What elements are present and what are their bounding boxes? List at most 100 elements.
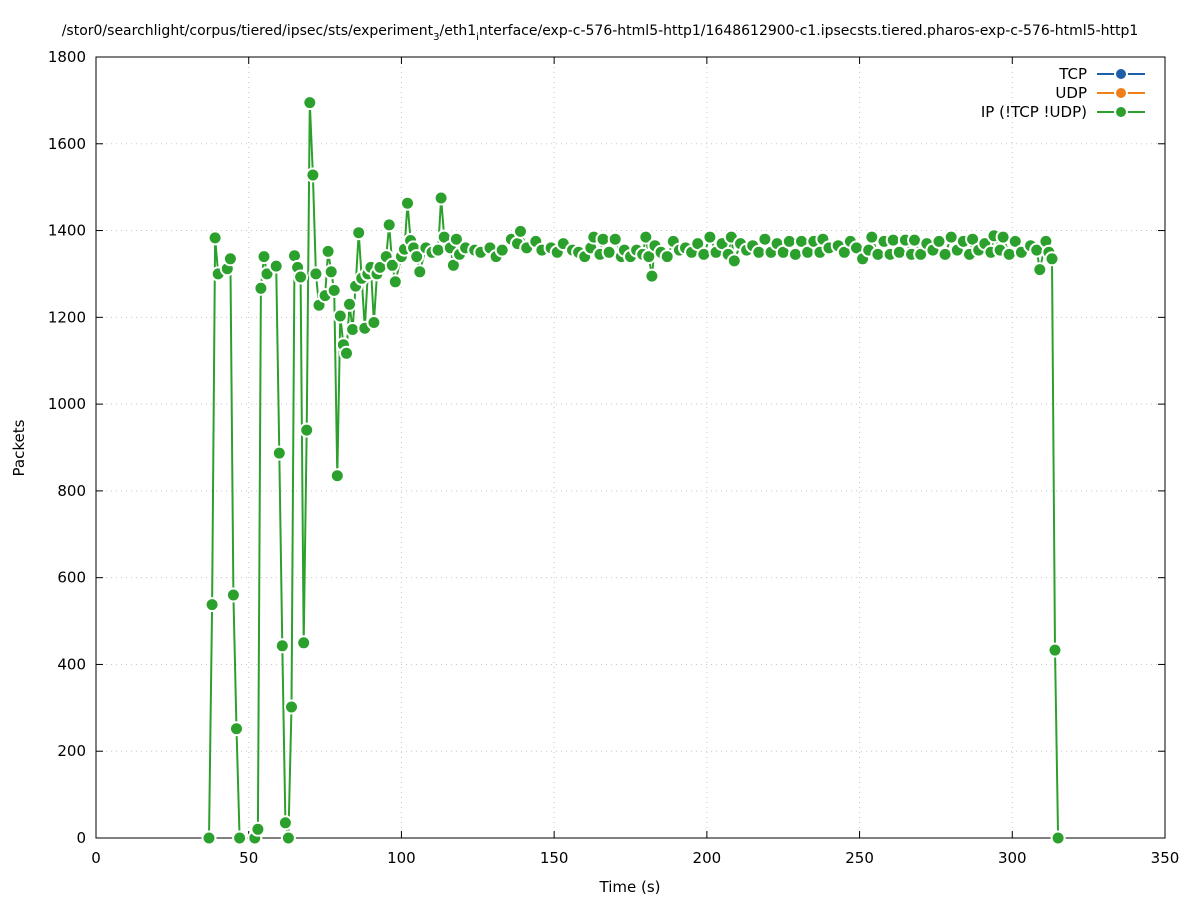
data-point [702,229,718,245]
data-point [308,266,324,282]
y-tick-label: 1200 [48,308,86,326]
data-point [781,233,797,249]
data-point [907,232,922,248]
data-point [204,597,220,613]
data-point [271,445,287,461]
title-subscript: 3 [433,32,439,43]
y-tick-label: 800 [57,482,86,500]
data-point [757,231,773,247]
data-point [222,251,238,267]
data-point [345,322,361,337]
data-point [366,315,382,330]
data-point [274,638,290,654]
data-point [1032,262,1048,278]
y-tick-label: 1600 [48,135,86,153]
x-tick-label: 100 [387,849,416,867]
x-tick-label: 200 [693,849,722,867]
x-tick-label: 150 [540,849,569,867]
data-point [870,246,886,262]
data-point [293,269,309,285]
data-point [696,246,712,262]
data-point [229,721,244,737]
y-tick-label: 400 [57,655,86,673]
data-point [995,229,1011,245]
y-tick-label: 600 [57,569,86,587]
y-tick-label: 1400 [48,222,86,240]
data-point [326,282,342,298]
y-tick-label: 1000 [48,395,86,413]
x-tick-label: 350 [1151,849,1180,867]
data-point [299,422,315,438]
data-point [339,345,354,361]
x-tick-label: 250 [845,849,874,867]
data-point [323,264,339,280]
data-point [1047,642,1063,658]
data-point [659,249,675,265]
data-point [280,830,296,846]
data-point [400,195,415,211]
data-point [302,95,318,111]
data-point [937,246,953,262]
data-point [787,246,803,262]
data-point [268,258,284,274]
data-point [277,815,293,831]
data-point [1050,830,1066,846]
data-point [284,699,299,715]
data-point [891,244,907,260]
x-tick-label: 300 [998,849,1027,867]
chart-title: /stor0/searchlight/corpus/tiered/ipsec/s… [62,23,1139,43]
data-point [225,587,241,603]
data-point [430,242,446,258]
data-point [296,635,312,651]
title-subscript-2: i [476,32,479,43]
data-point [232,830,248,846]
data-point [387,274,403,290]
data-point [943,229,959,245]
plot-frame [95,56,1166,839]
data-point [445,257,461,273]
data-point [726,253,742,269]
legend-swatch-marker [1114,86,1128,100]
data-point [1044,251,1060,267]
data-point [607,231,623,247]
legend-swatch-marker [1114,67,1128,81]
axes: 0 200 400 600 800 1000 1200 1400 1600 1800 0 50 100 1… [48,48,1180,867]
data-point [320,243,336,259]
legend-swatch-marker [1114,105,1128,119]
grid [96,57,1165,838]
data-point [644,268,660,284]
data-point [433,190,449,206]
y-axis-label: Packets [10,419,28,476]
data-point [864,229,880,245]
data-point [638,229,654,245]
legend-label: UDP [1055,84,1087,102]
x-tick-label: 50 [239,849,258,867]
data-point [412,264,428,280]
data-point [305,167,321,183]
data-point [381,217,397,233]
y-tick-label: 200 [57,742,86,760]
y-tick-label: 0 [76,829,86,847]
legend-label: IP (!TCP !UDP) [981,103,1087,121]
plot-area [201,95,1066,846]
y-tick-label: 1800 [48,48,86,66]
data-point [253,280,269,296]
data-point [595,231,611,247]
legend-label: TCP [1058,65,1087,83]
data-point [931,233,947,249]
data-point [351,225,367,241]
data-point [256,249,272,265]
data-point [1001,246,1017,262]
title-tail: nterface/exp-c-576-html5-http1/164861290… [479,23,1138,39]
data-point [201,830,217,846]
data-point [448,231,464,247]
data-point [384,257,400,273]
data-point [329,468,345,484]
data-point [601,244,617,260]
data-point [751,244,767,260]
data-point [409,249,425,265]
data-point [332,308,348,324]
title-middle: /eth1 [440,23,477,39]
